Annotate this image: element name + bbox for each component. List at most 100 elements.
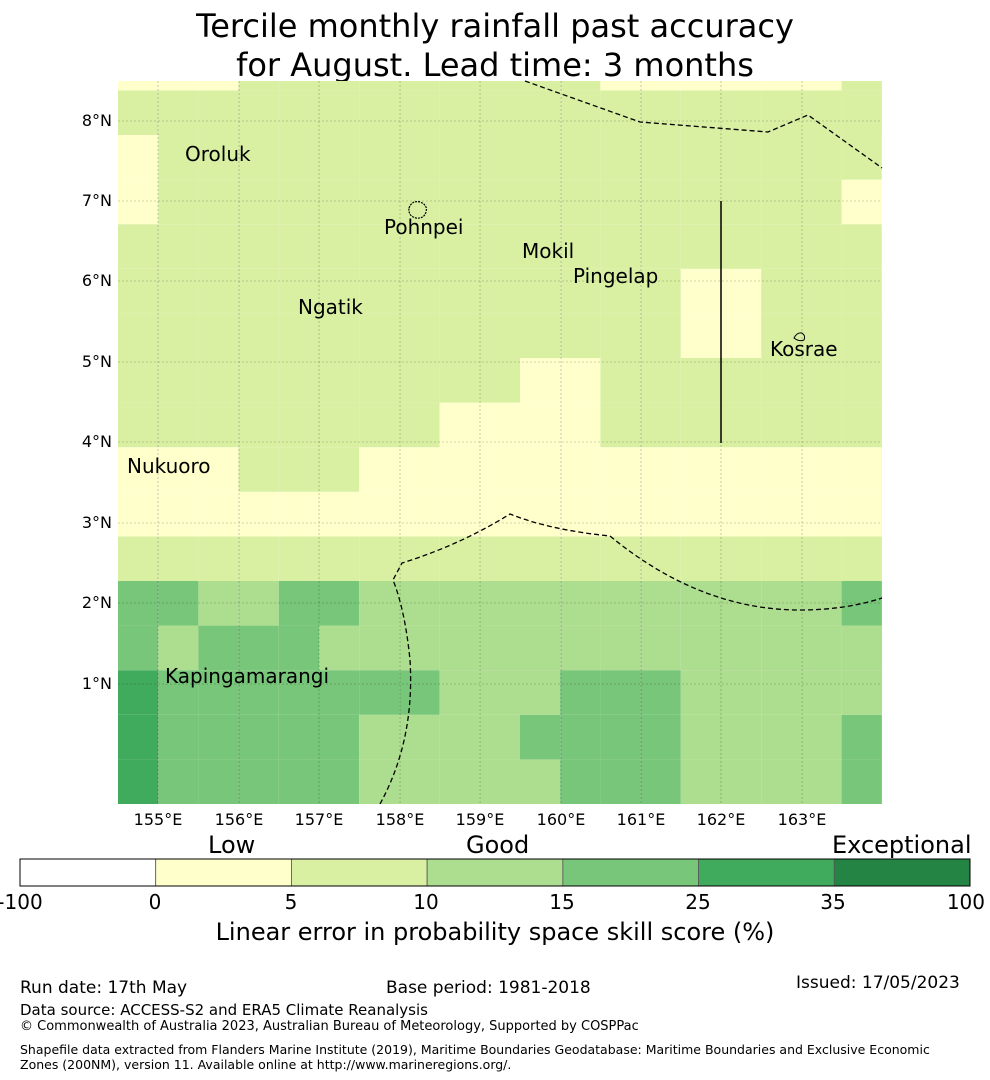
grid-cell — [319, 90, 360, 135]
grid-cell — [118, 402, 159, 448]
grid-cell — [198, 447, 239, 492]
grid-cell — [158, 179, 199, 225]
grid-cell — [198, 581, 239, 626]
colorbar-segment — [426, 858, 564, 887]
grid-cell — [158, 358, 199, 403]
grid-cell — [600, 447, 641, 492]
grid-cell — [560, 402, 601, 448]
grid-cell — [520, 313, 561, 358]
lon-label: 163°E — [777, 810, 827, 829]
grid-cell — [479, 670, 520, 715]
grid-cell — [520, 536, 561, 581]
grid-cell — [600, 90, 641, 135]
grid-cell — [198, 491, 239, 537]
grid-cell — [319, 670, 360, 715]
grid-cell — [600, 179, 641, 225]
grid-cell — [640, 224, 681, 269]
grid-cell — [761, 670, 802, 715]
grid-cell — [158, 81, 199, 91]
grid-cell — [158, 536, 199, 581]
grid-cell — [439, 536, 480, 581]
grid-cell — [198, 714, 239, 760]
grid-cell — [721, 491, 762, 537]
grid-cell — [118, 759, 159, 804]
lon-label: 161°E — [616, 810, 666, 829]
grid-cell — [520, 179, 561, 225]
grid-cell — [721, 179, 762, 225]
grid-cell — [238, 536, 279, 581]
colorbar-category-good: Good — [466, 831, 530, 859]
grid-cell — [721, 625, 762, 671]
colorbar-segment — [833, 858, 971, 887]
lon-label: 159°E — [455, 810, 505, 829]
grid-cell — [319, 135, 360, 180]
chart-title-line-1: Tercile monthly rainfall past accuracy — [196, 7, 794, 45]
grid-cell — [560, 759, 601, 804]
grid-cell — [399, 268, 440, 314]
grid-cell — [399, 536, 440, 581]
colorbar-tick: 5 — [284, 890, 298, 914]
grid-cell — [600, 491, 641, 537]
grid-cell — [278, 759, 319, 804]
grid-cell — [439, 447, 480, 492]
grid-cell — [278, 402, 319, 448]
grid-cell — [479, 268, 520, 314]
grid-cell — [761, 81, 802, 91]
grid-cell — [158, 90, 199, 135]
grid-cell — [399, 224, 440, 269]
grid-cell — [319, 491, 360, 537]
grid-cell — [118, 179, 159, 225]
grid-cell — [640, 90, 681, 135]
grid-cell — [721, 402, 762, 448]
grid-cell — [359, 447, 400, 492]
grid-cell — [761, 759, 802, 804]
grid-cell — [761, 90, 802, 135]
grid-cell — [680, 447, 721, 492]
grid-cell — [761, 402, 802, 448]
grid-cell — [278, 491, 319, 537]
grid-cell — [198, 536, 239, 581]
grid-cell — [801, 90, 842, 135]
grid-cell — [399, 402, 440, 448]
grid-cell — [238, 135, 279, 180]
grid-cell — [238, 313, 279, 358]
grid-cell — [721, 759, 762, 804]
lat-label: 5°N — [81, 352, 112, 371]
grid-cell — [801, 224, 842, 269]
grid-cell — [319, 714, 360, 760]
grid-cell — [841, 224, 882, 269]
grid-cell — [359, 358, 400, 403]
chart-title-line-2: for August. Lead time: 3 months — [236, 46, 754, 84]
grid-cell — [721, 268, 762, 314]
grid-cell — [399, 625, 440, 671]
grid-cell — [560, 714, 601, 760]
place-label-oroluk: Oroluk — [185, 142, 251, 166]
grid-cell — [520, 90, 561, 135]
pohnpei-outline — [408, 201, 427, 219]
eez-boundary-south — [379, 513, 883, 805]
grid-cell — [198, 90, 239, 135]
grid-cell — [439, 625, 480, 671]
grid-cell — [560, 179, 601, 225]
grid-cell — [278, 224, 319, 269]
grid-cell — [399, 759, 440, 804]
grid-cell — [560, 81, 601, 91]
grid-cell — [680, 224, 721, 269]
run-date: Run date: 17th May — [20, 978, 188, 998]
grid-cell — [479, 135, 520, 180]
grid-cell — [238, 581, 279, 626]
grid-cell — [640, 714, 681, 760]
grid-cell — [680, 625, 721, 671]
lon-label: 158°E — [375, 810, 425, 829]
colorbar-segment — [291, 858, 428, 887]
grid-cell — [801, 358, 842, 403]
place-label-mokil: Mokil — [522, 239, 575, 263]
grid-cell — [721, 224, 762, 269]
grid-cell — [359, 714, 400, 760]
grid-cell — [278, 135, 319, 180]
grid-cell — [118, 81, 159, 91]
grid-cell — [399, 491, 440, 537]
grid-cell — [520, 358, 561, 403]
grid-cell — [238, 268, 279, 314]
grid-cell — [439, 268, 480, 314]
